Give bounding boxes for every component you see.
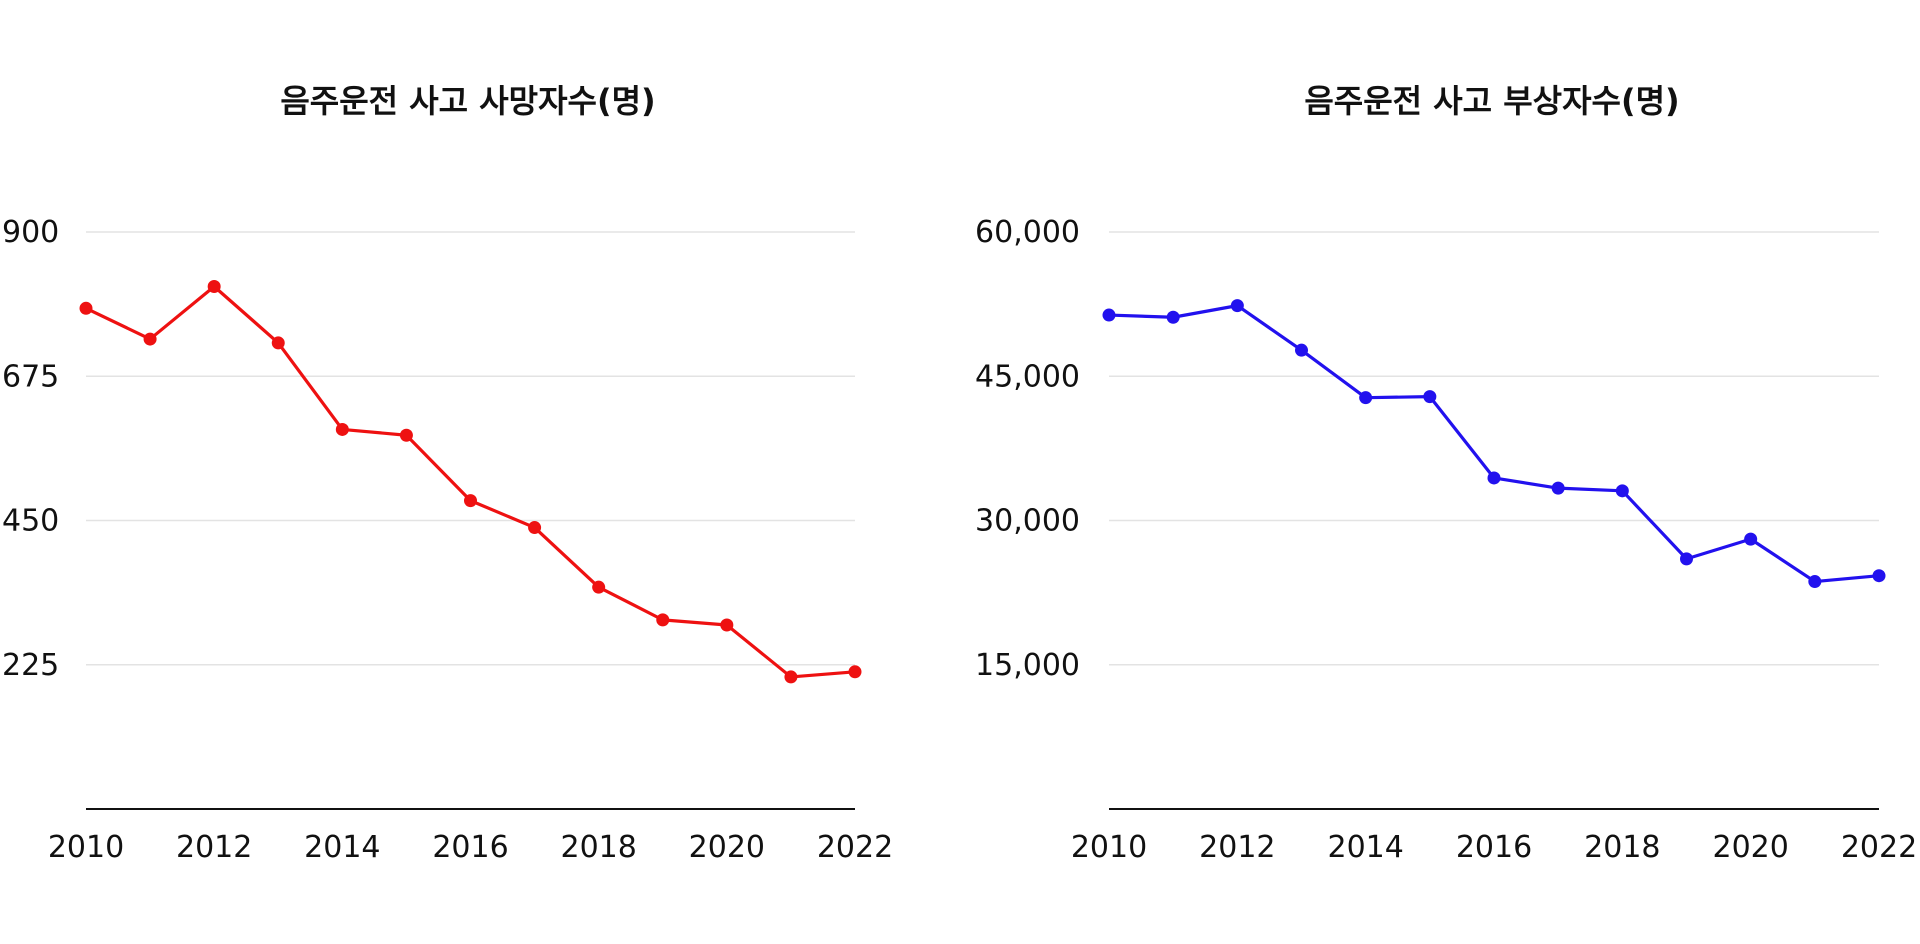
x-tick-label: 2020 [1712,830,1788,865]
injuries-chart: 음주운전 사고 부상자수(명) 60,000 45,000 30,000 15,000… [975,82,1917,865]
data-point [335,422,349,436]
data-point [1102,308,1116,322]
data-point [271,336,285,350]
data-point [399,428,413,442]
data-point [1423,390,1437,404]
x-tick-label: 2012 [1199,830,1275,865]
x-tick-label: 2010 [48,830,124,865]
data-point [528,521,542,535]
data-point [1166,310,1180,324]
data-point [1295,343,1308,357]
data-point [720,618,734,632]
data-point [1680,552,1693,566]
x-tick-label: 2022 [1841,830,1917,865]
data-point [592,580,606,594]
x-tick-label: 2016 [1456,830,1532,865]
fatalities-chart: 음주운전 사고 사망자수(명) 900 675 450 225 2010 2012 2014… [2,82,893,865]
data-point [1551,481,1565,495]
data-point [1359,391,1373,405]
x-tick-label: 2010 [1071,830,1147,865]
data-point [79,301,93,315]
x-tick-label: 2012 [176,830,252,865]
x-tick-label: 2022 [817,830,893,865]
y-tick-label: 225 [2,648,59,683]
y-tick-label: 60,000 [975,215,1080,250]
series-line [1107,304,1881,584]
data-point [656,613,670,627]
data-point [143,332,157,346]
data-point [1872,569,1886,583]
data-point [1230,299,1244,313]
y-tick-label: 900 [2,215,59,250]
data-point [207,279,221,293]
y-tick-label: 450 [2,504,59,539]
chart-title: 음주운전 사고 사망자수(명) [280,82,655,120]
data-point [1615,484,1629,498]
y-tick-label: 30,000 [975,504,1080,539]
y-tick-label: 675 [2,359,59,394]
data-point [1487,471,1501,485]
data-point [1808,575,1822,589]
data-point [464,494,477,508]
x-tick-label: 2014 [304,830,380,865]
x-tick-label: 2018 [560,830,636,865]
data-point [1744,532,1758,546]
data-point [848,665,862,679]
x-tick-label: 2020 [689,830,765,865]
data-point [784,670,798,684]
x-tick-label: 2016 [432,830,508,865]
chart-title: 음주운전 사고 부상자수(명) [1304,82,1679,120]
y-tick-label: 45,000 [975,359,1080,394]
y-tick-label: 15,000 [975,648,1080,683]
x-tick-label: 2018 [1584,830,1660,865]
x-tick-label: 2014 [1327,830,1403,865]
series-line [84,284,857,679]
